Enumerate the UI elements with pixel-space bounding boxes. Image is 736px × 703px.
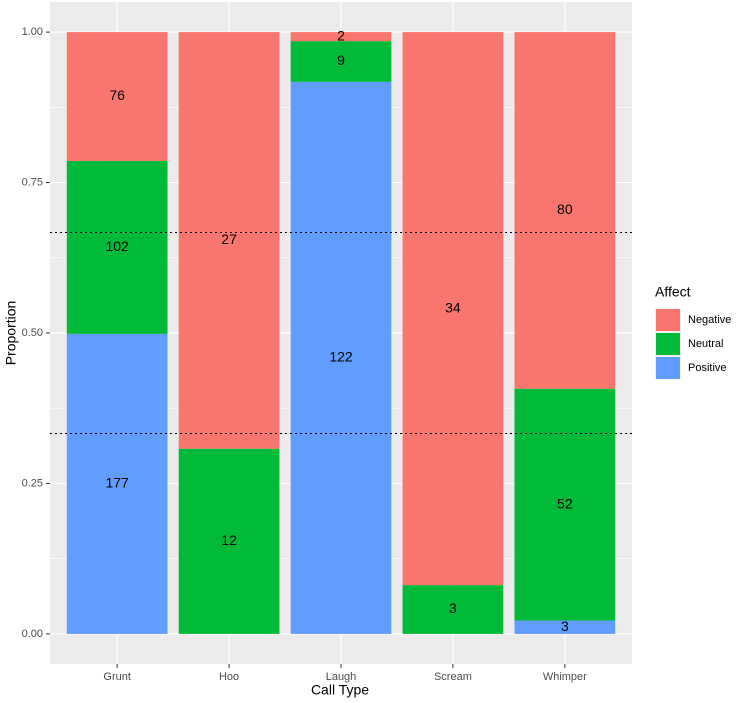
legend-label: Negative (688, 314, 731, 326)
x-tick-label: Hoo (219, 671, 239, 683)
marks: 177 102 76 12 27 122 9 2 3 34 3 52 80 (66, 27, 616, 634)
x-tick-label: Laugh (326, 671, 357, 683)
bar-segment (290, 32, 392, 42)
y-axis-title: Proportion (3, 301, 19, 366)
y-tick-label: 0.25 (22, 477, 43, 489)
legend-label: Positive (688, 362, 727, 374)
legend-label: Neutral (688, 338, 723, 350)
data-label: 34 (445, 299, 461, 315)
bar-segment (290, 81, 392, 634)
data-label: 27 (221, 231, 237, 247)
data-label: 3 (561, 618, 569, 634)
legend-swatch (656, 309, 680, 331)
data-label: 76 (109, 87, 125, 103)
data-label: 52 (557, 495, 573, 511)
legend-title: Affect (655, 284, 691, 300)
x-tick-label: Scream (434, 671, 472, 683)
bar-segment (66, 32, 168, 161)
x-axis-title: Call Type (311, 682, 369, 698)
y-tick-label: 1.00 (22, 26, 43, 38)
data-label: 12 (221, 532, 237, 548)
legend-swatch (656, 333, 680, 355)
bar-segment (514, 620, 616, 634)
bar-segment (514, 32, 616, 389)
x-tick-label: Grunt (103, 671, 131, 683)
x-tick-label: Whimper (543, 671, 587, 683)
bar-segment (178, 448, 280, 634)
data-label: 2 (337, 27, 345, 43)
data-label: 122 (329, 349, 353, 365)
bar-segment (66, 333, 168, 634)
y-tick-label: 0.75 (22, 176, 43, 188)
data-label: 102 (105, 238, 129, 254)
data-label: 80 (557, 201, 573, 217)
bar-segment (178, 32, 280, 449)
bar-segment (66, 160, 168, 334)
y-tick-label: 0.50 (22, 327, 43, 339)
y-tick-label: 0.00 (22, 628, 43, 640)
bar-segment (402, 585, 504, 634)
legend-swatch (656, 357, 680, 379)
data-label: 3 (449, 600, 457, 616)
bar-segment (514, 388, 616, 621)
bar-segment (402, 32, 504, 586)
data-label: 177 (105, 475, 129, 491)
bar-segment (290, 41, 392, 82)
data-label: 9 (337, 52, 345, 68)
